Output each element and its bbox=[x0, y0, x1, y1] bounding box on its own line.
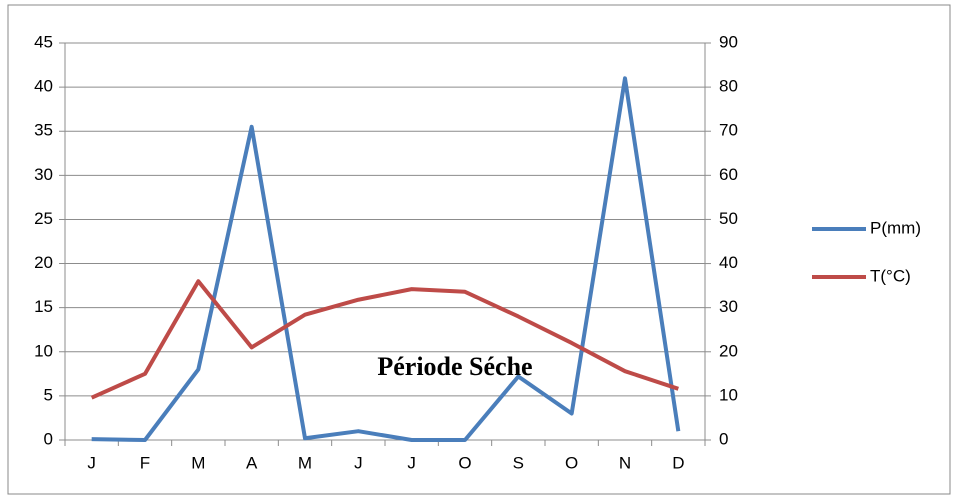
y2-tick-label: 90 bbox=[719, 32, 738, 51]
y-tick-label: 45 bbox=[34, 32, 53, 51]
y2-tick-label: 80 bbox=[719, 77, 738, 96]
x-tick-label: J bbox=[407, 453, 416, 472]
y-tick-label: 35 bbox=[34, 121, 53, 140]
x-tick-label: A bbox=[246, 453, 258, 472]
x-tick-label: O bbox=[565, 453, 578, 472]
y2-tick-label: 30 bbox=[719, 297, 738, 316]
x-tick-label: F bbox=[140, 453, 150, 472]
y-tick-label: 15 bbox=[34, 297, 53, 316]
y2-tick-label: 40 bbox=[719, 253, 738, 272]
x-tick-label: O bbox=[458, 453, 471, 472]
y-tick-label: 10 bbox=[34, 341, 53, 360]
legend-label: T(°C) bbox=[870, 266, 911, 285]
y2-tick-label: 70 bbox=[719, 121, 738, 140]
y-tick-label: 20 bbox=[34, 253, 53, 272]
y-tick-label: 40 bbox=[34, 77, 53, 96]
y2-tick-label: 20 bbox=[719, 341, 738, 360]
x-tick-label: J bbox=[354, 453, 363, 472]
y2-tick-label: 0 bbox=[719, 429, 728, 448]
data-line bbox=[90, 279, 679, 400]
y-tick-label: 30 bbox=[34, 165, 53, 184]
x-tick-label: M bbox=[191, 453, 205, 472]
x-tick-label: N bbox=[619, 453, 631, 472]
y-tick-label: 25 bbox=[34, 209, 53, 228]
legend-label: P(mm) bbox=[870, 218, 921, 237]
x-tick-label: M bbox=[298, 453, 312, 472]
x-tick-label: S bbox=[513, 453, 524, 472]
x-tick-label: J bbox=[87, 453, 96, 472]
annotation: Période Séche bbox=[377, 352, 532, 381]
data-line bbox=[91, 76, 681, 442]
y2-tick-label: 60 bbox=[719, 165, 738, 184]
x-tick-label: D bbox=[672, 453, 684, 472]
y-tick-label: 0 bbox=[44, 429, 53, 448]
y-tick-label: 5 bbox=[44, 385, 53, 404]
y2-tick-label: 10 bbox=[719, 385, 738, 404]
y2-tick-label: 50 bbox=[719, 209, 738, 228]
